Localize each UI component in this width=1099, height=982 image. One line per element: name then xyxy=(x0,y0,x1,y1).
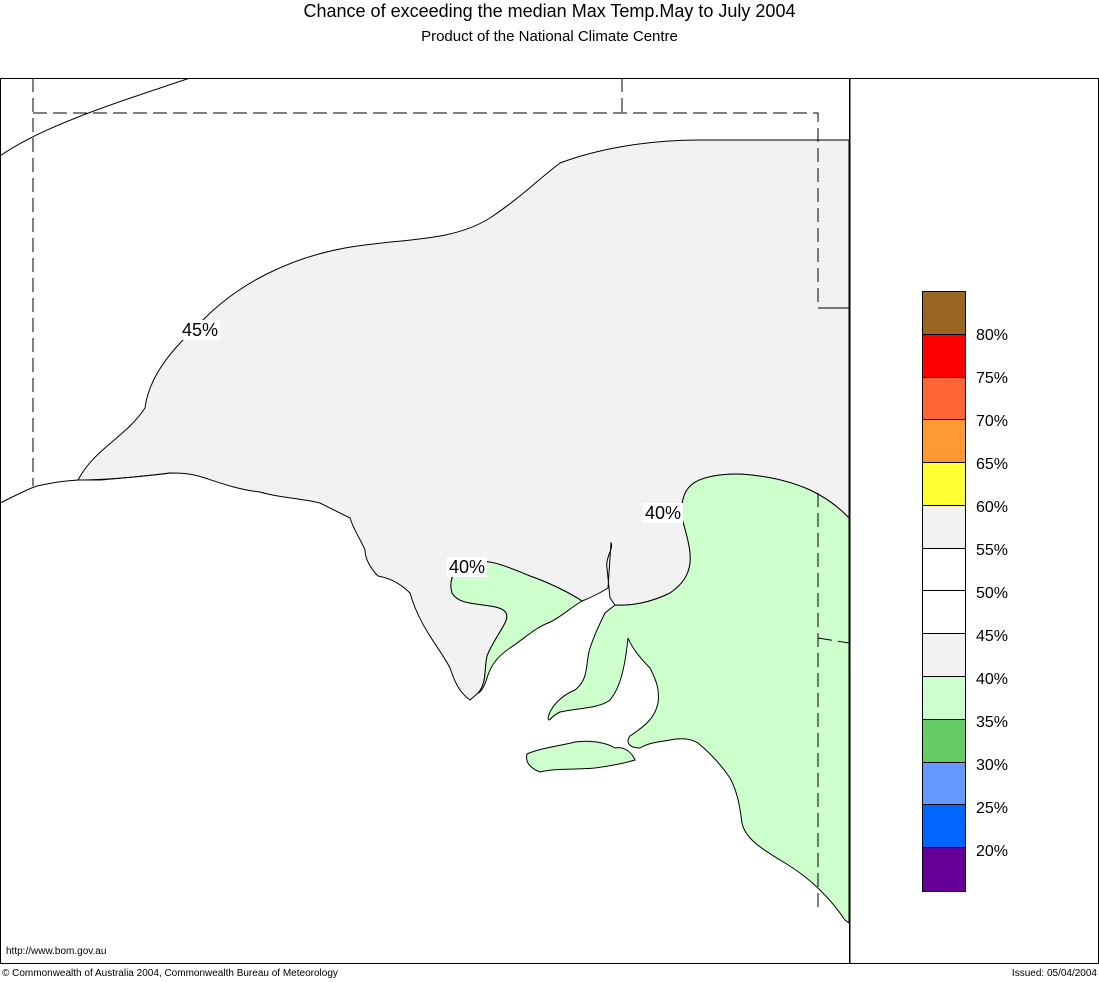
legend-swatch xyxy=(923,762,965,806)
legend-label-35: 35% xyxy=(976,714,1009,731)
footer-url-text: http://www.bom.gov.au xyxy=(6,946,107,957)
legend-label-80: 80% xyxy=(976,327,1009,344)
coastline-west xyxy=(0,472,171,504)
legend-swatch xyxy=(923,719,965,763)
footer-issued-date: Issued: 05/04/2004 xyxy=(1011,968,1097,979)
contour-label-45-north: 45% xyxy=(180,320,221,340)
map-area xyxy=(0,78,1099,964)
legend-label-50: 50% xyxy=(976,585,1009,602)
land-band-35-40 xyxy=(547,473,850,924)
legend-swatch xyxy=(923,548,965,592)
chart-title: Chance of exceeding the median Max Temp.… xyxy=(303,1,796,21)
outer-border-line xyxy=(0,78,191,157)
legend-swatch xyxy=(923,848,965,891)
contour-label-40-east: 40% xyxy=(643,503,684,523)
legend-label-30: 30% xyxy=(976,757,1009,774)
map-svg xyxy=(0,78,1099,964)
legend-swatch xyxy=(923,591,965,635)
legend-swatch xyxy=(923,377,965,421)
legend-label-25: 25% xyxy=(976,800,1009,817)
legend-label-65: 65% xyxy=(976,456,1009,473)
legend-label-45: 45% xyxy=(976,628,1009,645)
legend-swatch xyxy=(923,634,965,678)
legend-swatch xyxy=(923,805,965,849)
legend-label-55: 55% xyxy=(976,542,1009,559)
legend-swatch xyxy=(923,677,965,720)
legend-label-20: 20% xyxy=(976,843,1009,860)
contour-label-40-west: 40% xyxy=(447,557,488,577)
legend-swatch xyxy=(923,505,965,549)
legend-colorbar xyxy=(922,291,966,892)
legend-swatch xyxy=(923,334,965,378)
kangaroo-island xyxy=(526,740,636,773)
chart-subtitle: Product of the National Climate Centre xyxy=(421,28,678,45)
footer-copyright: © Commonwealth of Australia 2004, Common… xyxy=(2,968,338,979)
state-border-dashed xyxy=(32,78,850,908)
legend-swatch xyxy=(923,420,965,464)
legend-swatch xyxy=(923,292,965,335)
legend-label-40: 40% xyxy=(976,671,1009,688)
legend-label-60: 60% xyxy=(976,499,1009,516)
legend-swatch xyxy=(923,463,965,506)
legend-label-70: 70% xyxy=(976,413,1009,430)
legend-label-75: 75% xyxy=(976,370,1009,387)
land-band-35-40-west xyxy=(450,560,583,694)
